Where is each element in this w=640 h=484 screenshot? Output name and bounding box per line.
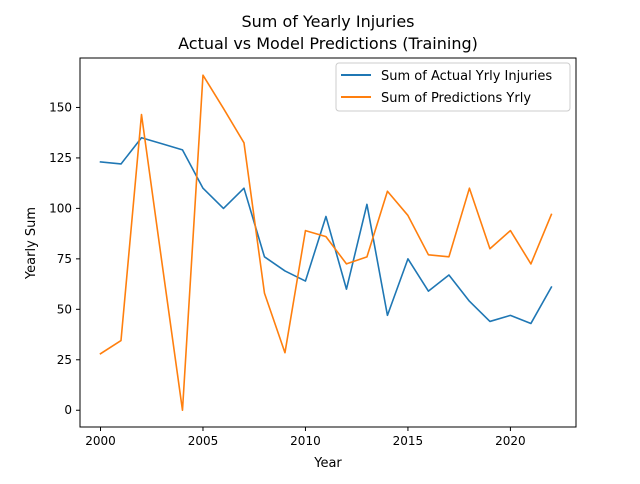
x-tick-label: 2005 [188,434,219,448]
legend: Sum of Actual Yrly Injuries Sum of Predi… [335,62,571,112]
y-tick-label: 0 [64,403,72,417]
x-axis: 2000 2005 2010 2015 2020 [85,427,526,448]
legend-label-predictions: Sum of Predictions Yrly [381,91,531,106]
plot-area: 2000 2005 2010 2015 2020 0 25 50 75 100 125 150 [49,57,577,448]
y-tick-label: 75 [57,252,72,266]
y-tick-label: 50 [57,302,72,316]
legend-label-actual: Sum of Actual Yrly Injuries [381,69,552,84]
legend-box [335,62,571,112]
series-line-predictions [99,74,553,412]
x-tick-label: 2020 [495,434,526,448]
y-axis: 0 25 50 75 100 125 150 [49,100,80,417]
y-axis-label: Yearly Sum [24,207,39,280]
chart-title: Sum of Yearly Injuries [242,12,415,31]
chart-subtitle: Actual vs Model Predictions (Training) [178,34,478,53]
y-tick-label: 25 [57,353,72,367]
series-line-actual [99,136,553,325]
series-layer [99,74,553,412]
x-axis-label: Year [313,456,342,471]
y-tick-label: 100 [49,201,72,215]
x-tick-label: 2015 [393,434,424,448]
y-tick-label: 125 [49,151,72,165]
x-tick-label: 2010 [290,434,321,448]
x-tick-label: 2000 [85,434,116,448]
y-tick-label: 150 [49,100,72,114]
axes-frame [79,57,577,428]
